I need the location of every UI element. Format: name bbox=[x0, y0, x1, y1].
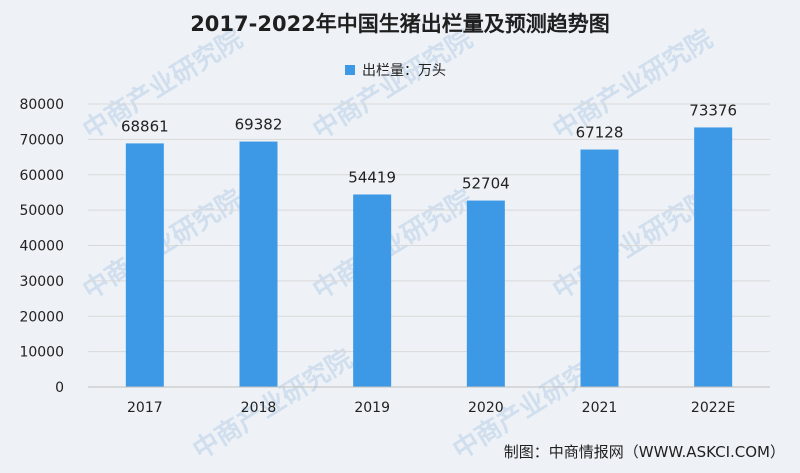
watermark-text: 中商产业研究院 bbox=[307, 23, 478, 146]
data-label-2022E: 73376 bbox=[689, 101, 737, 119]
bars bbox=[125, 127, 733, 387]
gridlines bbox=[88, 103, 770, 353]
data-label-2021: 67128 bbox=[576, 124, 624, 142]
source-note: 制图：中商情报网（WWW.ASKCI.COM） bbox=[504, 443, 785, 461]
bar-2020 bbox=[466, 200, 505, 387]
x-tick-label: 2021 bbox=[582, 400, 618, 416]
y-tick-label: 40000 bbox=[19, 239, 64, 255]
legend-label: 出栏量：万头 bbox=[362, 63, 446, 79]
data-label-2017: 68861 bbox=[121, 117, 169, 135]
bar-2018 bbox=[239, 141, 278, 387]
y-axis: 0 10000 20000 30000 40000 50000 60000 70000 8000… bbox=[19, 97, 64, 396]
x-tick-label: 2020 bbox=[468, 400, 504, 416]
watermark-text: 中商产业研究院 bbox=[307, 183, 478, 306]
watermark-text: 中商产业研究院 bbox=[547, 183, 718, 306]
x-tick-label: 2019 bbox=[354, 400, 390, 416]
y-tick-label: 10000 bbox=[19, 345, 64, 361]
x-tick-label: 2018 bbox=[241, 400, 277, 416]
y-tick-label: 70000 bbox=[19, 132, 64, 148]
data-label-2019: 54419 bbox=[348, 168, 396, 186]
x-tick-label: 2022E bbox=[691, 400, 735, 416]
bar-2019 bbox=[353, 194, 392, 387]
legend: 出栏量：万头 bbox=[345, 63, 446, 79]
y-tick-label: 20000 bbox=[19, 309, 64, 325]
y-tick-label: 80000 bbox=[19, 97, 64, 113]
data-label-2020: 52704 bbox=[462, 175, 510, 193]
y-tick-label: 0 bbox=[55, 380, 64, 396]
y-tick-label: 60000 bbox=[19, 168, 64, 184]
chart-title: 2017-2022年中国生猪出栏量及预测趋势图 bbox=[190, 12, 610, 36]
data-labels: 68861 69382 54419 52704 67128 73376 bbox=[121, 101, 737, 192]
bar-2017 bbox=[125, 143, 164, 387]
data-label-2018: 69382 bbox=[235, 116, 283, 134]
y-tick-label: 50000 bbox=[19, 203, 64, 219]
y-tick-label: 30000 bbox=[19, 274, 64, 290]
x-tick-label: 2017 bbox=[127, 400, 163, 416]
bar-2022E bbox=[694, 127, 733, 387]
bar-2021 bbox=[580, 149, 619, 387]
watermark-text: 中商产业研究院 bbox=[547, 23, 718, 146]
legend-swatch bbox=[345, 65, 355, 75]
x-axis: 2017 2018 2019 2020 2021 2022E bbox=[127, 400, 735, 416]
